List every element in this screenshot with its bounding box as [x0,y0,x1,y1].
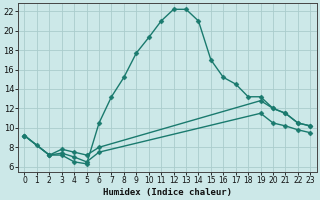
X-axis label: Humidex (Indice chaleur): Humidex (Indice chaleur) [103,188,232,197]
